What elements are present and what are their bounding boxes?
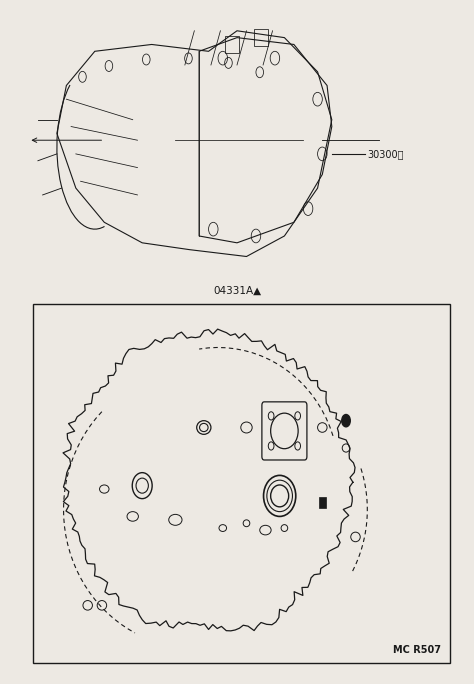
Text: 30300。: 30300。 [367,149,404,159]
Circle shape [342,415,350,427]
Bar [33,304,450,663]
Text: MC R507: MC R507 [393,645,441,655]
Text: 04331A▲: 04331A▲ [213,285,261,295]
Bar [319,497,326,508]
Bar [254,29,268,46]
Bar [225,36,239,53]
